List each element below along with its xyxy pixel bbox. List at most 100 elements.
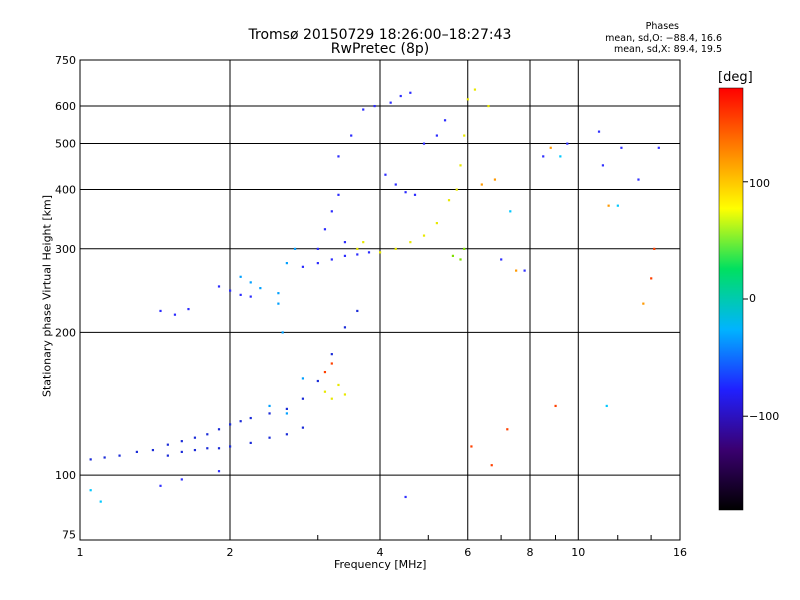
chart-title: Tromsø 20150729 18:26:00–18:27:43 xyxy=(248,27,512,43)
data-point xyxy=(99,500,102,503)
data-point xyxy=(394,183,397,186)
data-point xyxy=(135,450,138,454)
data-point xyxy=(89,458,92,461)
data-point xyxy=(620,146,623,149)
data-point xyxy=(206,433,209,436)
y-tick-label: 200 xyxy=(55,326,76,339)
data-point xyxy=(343,393,347,396)
data-point xyxy=(249,416,252,420)
data-point xyxy=(549,146,552,149)
data-point xyxy=(455,188,458,191)
data-point xyxy=(323,370,327,374)
data-point xyxy=(337,193,340,196)
data-point xyxy=(637,178,640,181)
data-point xyxy=(343,254,347,257)
data-point xyxy=(229,423,232,426)
data-point xyxy=(350,134,353,137)
data-point xyxy=(404,191,407,194)
data-point xyxy=(597,130,601,133)
data-point xyxy=(422,142,426,145)
data-points xyxy=(89,88,660,503)
y-tick-label: 600 xyxy=(55,100,76,113)
data-point xyxy=(285,262,288,265)
data-point xyxy=(239,293,242,296)
data-point xyxy=(330,210,333,213)
data-point xyxy=(409,241,412,244)
data-point xyxy=(409,91,412,94)
colorbar-label-0: 0 xyxy=(749,292,756,305)
data-point xyxy=(180,450,183,454)
plot-frame xyxy=(79,59,681,541)
data-point xyxy=(193,436,197,439)
data-point xyxy=(173,313,177,316)
chart-subtitle: RwPretec (8p) xyxy=(330,41,430,57)
y-tick-label: 100 xyxy=(55,469,76,482)
data-point xyxy=(542,155,545,158)
data-point xyxy=(459,258,462,261)
data-point xyxy=(394,247,397,250)
data-point xyxy=(642,302,645,305)
data-point xyxy=(459,164,462,167)
data-point xyxy=(217,447,221,450)
data-point xyxy=(653,247,656,250)
data-point xyxy=(249,295,252,298)
data-point xyxy=(447,199,451,202)
grid xyxy=(80,60,680,540)
data-point xyxy=(451,254,455,257)
stats-x-mode: mean, sd,X: 89.4, 19.5 xyxy=(613,44,722,55)
data-point xyxy=(506,428,509,431)
colorbar-label-minus-100: −100 xyxy=(749,410,780,423)
x-tick-label: 2 xyxy=(227,546,234,559)
data-point xyxy=(217,470,221,473)
data-point xyxy=(443,119,447,122)
data-point xyxy=(229,445,232,448)
y-tick-label: 750 xyxy=(55,54,76,67)
data-point xyxy=(103,456,106,459)
y-tick-label: 75 xyxy=(62,528,76,541)
y-tick-label: 500 xyxy=(55,138,76,151)
stats-heading: Phases xyxy=(645,21,679,32)
data-point xyxy=(515,269,518,272)
data-point xyxy=(180,440,183,443)
data-point xyxy=(206,447,209,450)
data-point xyxy=(337,155,340,158)
data-point xyxy=(356,309,359,313)
data-point xyxy=(301,377,305,380)
data-point xyxy=(268,412,271,415)
data-point xyxy=(337,383,340,387)
data-point xyxy=(268,404,271,408)
data-point xyxy=(166,443,169,446)
data-point xyxy=(301,265,305,268)
x-tick-label: 4 xyxy=(377,546,384,559)
data-point xyxy=(249,281,252,284)
data-point xyxy=(187,307,190,311)
data-point xyxy=(607,204,610,207)
data-point xyxy=(330,258,333,261)
data-point xyxy=(490,464,493,467)
data-point xyxy=(362,108,365,111)
data-point xyxy=(384,173,387,176)
data-point xyxy=(323,228,327,231)
data-point xyxy=(259,287,262,290)
data-point xyxy=(151,448,155,452)
data-point xyxy=(239,275,242,278)
data-point xyxy=(373,104,376,108)
colorbar-label-100: 100 xyxy=(749,177,770,190)
data-point xyxy=(559,155,562,158)
data-point xyxy=(367,251,371,254)
data-point xyxy=(180,478,183,481)
y-tick-label: 400 xyxy=(55,184,76,197)
data-point xyxy=(422,234,426,237)
data-point xyxy=(650,277,653,280)
data-point xyxy=(316,262,319,265)
data-point xyxy=(285,407,288,410)
data-point xyxy=(566,142,569,145)
axis-ticks: 1 2 4 6 8 10 16 75 100 200 300 400 500 600 750 xyxy=(55,54,687,559)
data-point xyxy=(605,404,608,408)
data-point xyxy=(343,241,347,244)
data-point xyxy=(159,484,162,487)
data-point xyxy=(301,397,305,400)
data-point xyxy=(356,247,359,250)
data-point xyxy=(285,412,288,415)
